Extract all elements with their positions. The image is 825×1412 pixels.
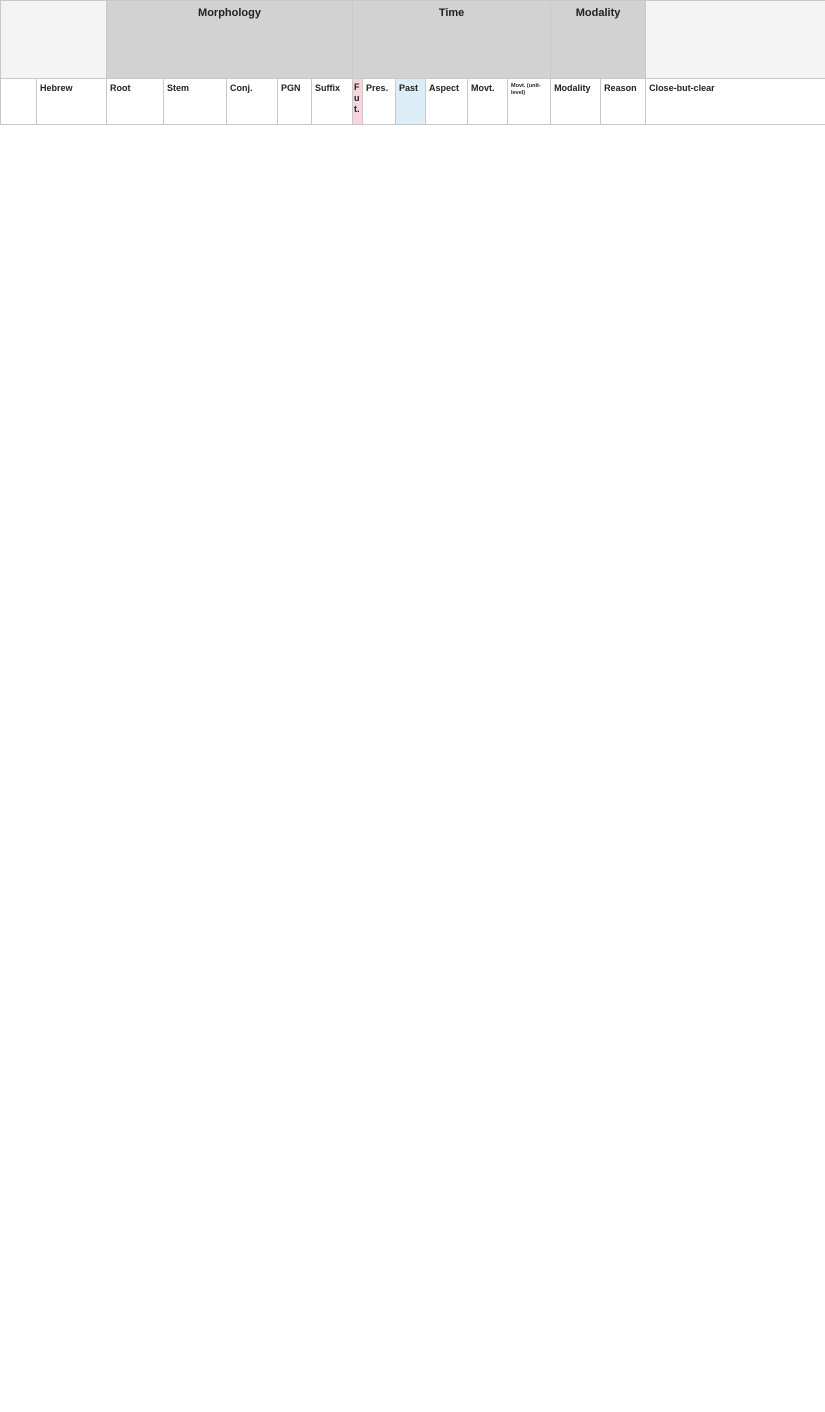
group-morphology: Morphology [105, 0, 354, 79]
header-corner-right [645, 0, 825, 79]
col-header-modality: Modality [550, 78, 602, 125]
col-header-suffix: Suffix [310, 78, 354, 125]
fut-letter: F [354, 82, 360, 92]
col-header-root: Root [106, 78, 164, 125]
col-header-stem: Stem [163, 78, 227, 125]
col-header-id [0, 78, 37, 125]
clause-analysis-page: Morphology Time Modality Hebrew Root Ste… [0, 0, 825, 125]
header-corner-left [0, 0, 107, 79]
col-header-pgn: PGN [277, 78, 312, 125]
col-header-movt: Movt. [467, 78, 509, 125]
col-header-movt-unit: Movt. (unit-level) [507, 78, 552, 125]
group-time: Time [352, 0, 552, 79]
col-header-hebrew: Hebrew [36, 78, 107, 125]
group-header-row: Morphology Time Modality [0, 0, 825, 79]
col-header-reason: Reason [600, 78, 647, 125]
fut-letter: u [354, 92, 360, 103]
analysis-table: Morphology Time Modality Hebrew Root Ste… [0, 0, 825, 125]
col-header-close: Close-but-clear [645, 78, 825, 125]
col-header-aspect: Aspect [425, 78, 469, 125]
group-modality: Modality [550, 0, 647, 79]
col-header-conj: Conj. [226, 78, 278, 125]
fut-letter: t. [354, 103, 360, 114]
col-header-present: Pres. [362, 78, 397, 125]
col-header-past: Past [395, 78, 427, 125]
